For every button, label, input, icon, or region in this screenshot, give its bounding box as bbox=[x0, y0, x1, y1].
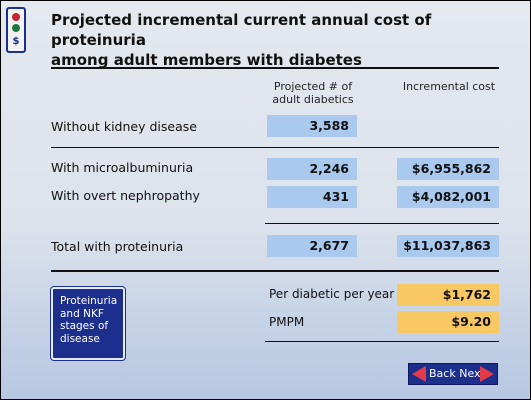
dollar-sign-icon: $ bbox=[12, 36, 20, 47]
summary-value-per-diabetic: $1,762 bbox=[397, 284, 499, 306]
row-label-microalbuminuria: With microalbuminuria bbox=[51, 160, 194, 175]
row-label-total-proteinuria: Total with proteinuria bbox=[51, 239, 184, 254]
title-divider bbox=[51, 67, 499, 69]
left-arrow-icon[interactable] bbox=[412, 366, 426, 382]
column-header-projected: Projected # of adult diabetics bbox=[269, 80, 357, 106]
title-line-1: Projected incremental current annual cos… bbox=[51, 11, 432, 49]
summary-value-pmpm: $9.20 bbox=[397, 311, 499, 333]
cell-incremental-microalbuminuria: $6,955,862 bbox=[397, 158, 499, 180]
column-header-projected-line-2: adult diabetics bbox=[272, 93, 354, 106]
row-label-without-kidney-disease: Without kidney disease bbox=[51, 119, 197, 134]
next-button[interactable]: Next bbox=[459, 367, 485, 380]
proteinuria-stages-button[interactable]: Proteinuria and NKF stages of disease bbox=[50, 286, 126, 361]
cell-incremental-total-proteinuria: $11,037,863 bbox=[397, 235, 499, 257]
column-header-incremental: Incremental cost bbox=[402, 80, 496, 93]
column-header-projected-line-1: Projected # of bbox=[273, 80, 353, 93]
row-divider bbox=[51, 147, 499, 148]
right-arrow-icon[interactable] bbox=[480, 366, 494, 382]
traffic-light-logo-icon: $ bbox=[6, 7, 26, 53]
summary-divider bbox=[265, 341, 499, 342]
cell-projected-microalbuminuria: 2,246 bbox=[267, 158, 357, 180]
cell-projected-without-kidney-disease: 3,588 bbox=[267, 115, 357, 137]
cell-projected-overt-nephropathy: 431 bbox=[267, 186, 357, 208]
back-button[interactable]: Back bbox=[429, 367, 456, 380]
red-light-icon bbox=[12, 13, 20, 21]
summary-label-per-diabetic: Per diabetic per year bbox=[269, 287, 395, 301]
summary-label-pmpm: PMPM bbox=[269, 315, 305, 329]
page-title: Projected incremental current annual cos… bbox=[51, 10, 511, 70]
nav-labels: Back Next bbox=[429, 367, 485, 380]
subtotal-divider bbox=[265, 223, 499, 224]
title-line-2: among adult members with diabetes bbox=[51, 51, 362, 69]
proteinuria-stages-button-label: Proteinuria and NKF stages of disease bbox=[60, 295, 118, 345]
nav-bar: Back Next bbox=[408, 363, 498, 385]
cell-projected-total-proteinuria: 2,677 bbox=[267, 235, 357, 257]
row-label-overt-nephropathy: With overt nephropathy bbox=[51, 188, 200, 203]
green-light-icon bbox=[12, 24, 20, 32]
total-divider bbox=[51, 270, 499, 272]
cell-incremental-overt-nephropathy: $4,082,001 bbox=[397, 186, 499, 208]
